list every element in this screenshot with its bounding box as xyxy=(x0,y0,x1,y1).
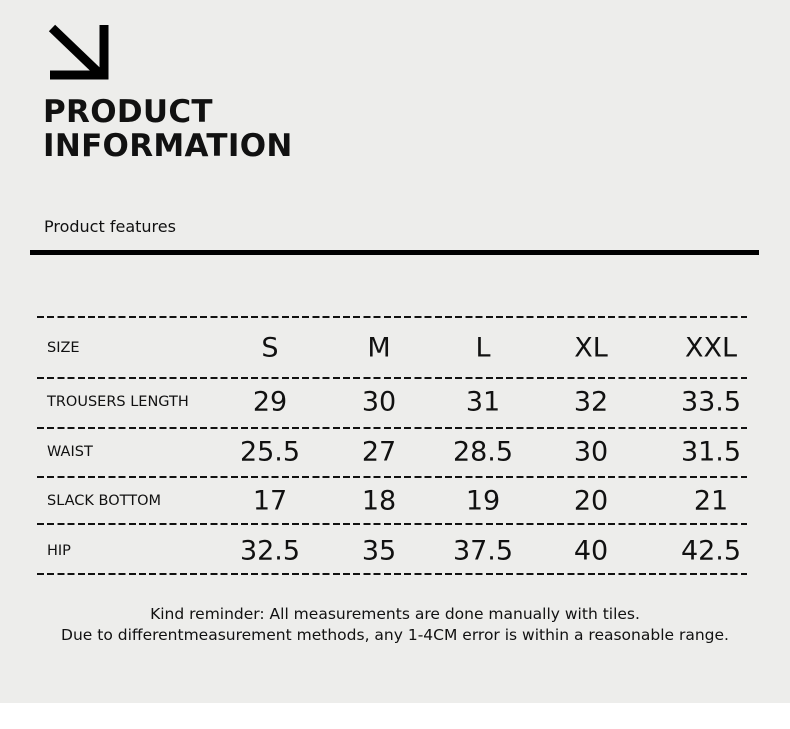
table-cell: 37.5 xyxy=(452,535,514,567)
size-header-cell: XL xyxy=(574,332,608,364)
table-cell: 28.5 xyxy=(452,436,514,468)
size-header-cell: S xyxy=(261,332,279,364)
row-label: SLACK BOTTOM xyxy=(47,493,162,509)
note-line-1: Kind reminder: All measurements are done… xyxy=(150,605,640,623)
table-cell: 27 xyxy=(361,436,397,468)
dashed-row-divider xyxy=(37,316,747,318)
table-cell: 33.5 xyxy=(680,386,742,418)
title-line-1: PRODUCT xyxy=(43,94,213,130)
table-cell: 19 xyxy=(465,485,501,517)
dashed-row-divider xyxy=(37,523,747,525)
table-cell: 31.5 xyxy=(680,436,742,468)
table-cell: 25.5 xyxy=(239,436,301,468)
row-label: WAIST xyxy=(47,444,93,460)
size-header-label: SIZE xyxy=(47,340,80,356)
dashed-row-divider xyxy=(37,377,747,379)
dashed-row-divider xyxy=(37,427,747,429)
size-header-cell: M xyxy=(367,332,391,364)
table-cell: 30 xyxy=(573,436,609,468)
product-info-panel: PRODUCT INFORMATION Product features SIZ… xyxy=(0,0,790,703)
table-cell: 29 xyxy=(252,386,288,418)
table-cell: 40 xyxy=(573,535,609,567)
note-line-2: Due to differentmeasurement methods, any… xyxy=(61,626,729,644)
table-cell: 42.5 xyxy=(680,535,742,567)
dashed-row-divider xyxy=(37,476,747,478)
measurement-note: Kind reminder: All measurements are done… xyxy=(0,604,790,646)
title-line-2: INFORMATION xyxy=(43,128,293,164)
row-label: TROUSERS LENGTH xyxy=(47,394,189,410)
table-cell: 35 xyxy=(361,535,397,567)
table-cell: 30 xyxy=(361,386,397,418)
table-cell: 18 xyxy=(361,485,397,517)
table-cell: 20 xyxy=(573,485,609,517)
section-subtitle: Product features xyxy=(44,217,176,236)
dashed-row-divider xyxy=(37,573,747,575)
table-cell: 21 xyxy=(693,485,729,517)
size-header-cell: L xyxy=(475,332,491,364)
table-cell: 17 xyxy=(252,485,288,517)
section-divider xyxy=(30,250,759,255)
size-header-cell: XXL xyxy=(684,332,738,364)
table-cell: 31 xyxy=(465,386,501,418)
table-cell: 32 xyxy=(573,386,609,418)
page-title: PRODUCT INFORMATION xyxy=(43,95,293,163)
table-cell: 32.5 xyxy=(239,535,301,567)
row-label: HIP xyxy=(47,543,71,559)
arrow-down-right-icon xyxy=(48,24,109,80)
